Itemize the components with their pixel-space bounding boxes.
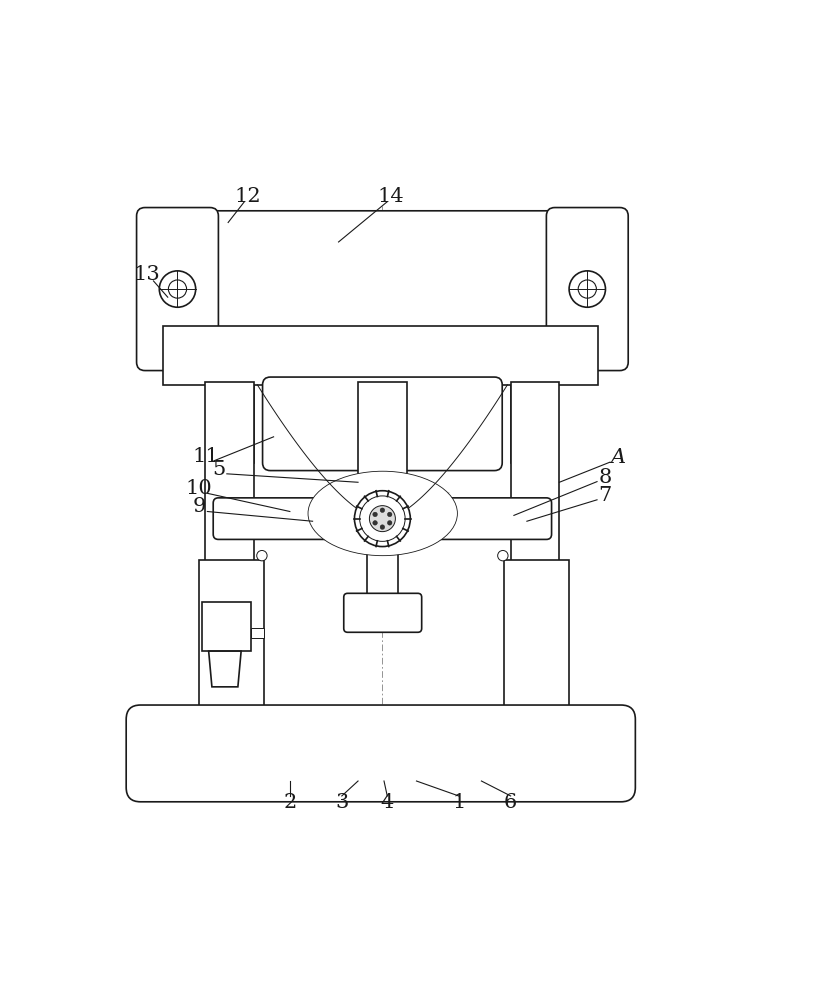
Bar [199,560,264,706]
Bar [504,560,569,706]
Text: 1: 1 [452,793,465,812]
Circle shape [387,512,392,517]
Circle shape [380,525,385,529]
Bar [423,509,437,530]
Polygon shape [209,651,241,687]
Circle shape [498,550,508,561]
Text: 8: 8 [598,468,612,487]
Ellipse shape [308,471,458,556]
Bar [510,382,560,563]
Bar [327,509,341,530]
Text: 3: 3 [335,793,349,812]
Text: 13: 13 [133,265,160,284]
FancyBboxPatch shape [127,705,635,802]
Bar [251,628,264,638]
FancyBboxPatch shape [194,211,571,341]
Text: 5: 5 [212,460,225,479]
Text: 11: 11 [192,447,219,466]
Bar [202,602,251,651]
Bar [163,326,598,385]
Bar [205,382,254,563]
Circle shape [370,506,396,532]
Circle shape [256,550,267,561]
Text: 4: 4 [380,793,394,812]
FancyBboxPatch shape [344,593,422,632]
Circle shape [159,271,195,307]
FancyBboxPatch shape [213,498,551,539]
Text: A: A [610,448,625,467]
Circle shape [360,496,405,541]
Circle shape [578,280,597,298]
Circle shape [354,491,411,547]
Text: 6: 6 [504,793,517,812]
Bar [358,382,406,541]
FancyBboxPatch shape [546,208,628,371]
Circle shape [569,271,606,307]
Circle shape [373,521,377,525]
Text: 12: 12 [235,187,261,206]
Circle shape [373,512,377,517]
FancyBboxPatch shape [137,208,219,371]
Circle shape [387,521,392,525]
Text: 9: 9 [192,497,205,516]
Bar [367,531,398,599]
Circle shape [380,508,385,512]
Text: 2: 2 [283,793,297,812]
Circle shape [168,280,187,298]
FancyBboxPatch shape [262,377,502,471]
Text: 7: 7 [598,486,612,505]
Text: 14: 14 [377,187,404,206]
Text: 10: 10 [185,479,212,498]
